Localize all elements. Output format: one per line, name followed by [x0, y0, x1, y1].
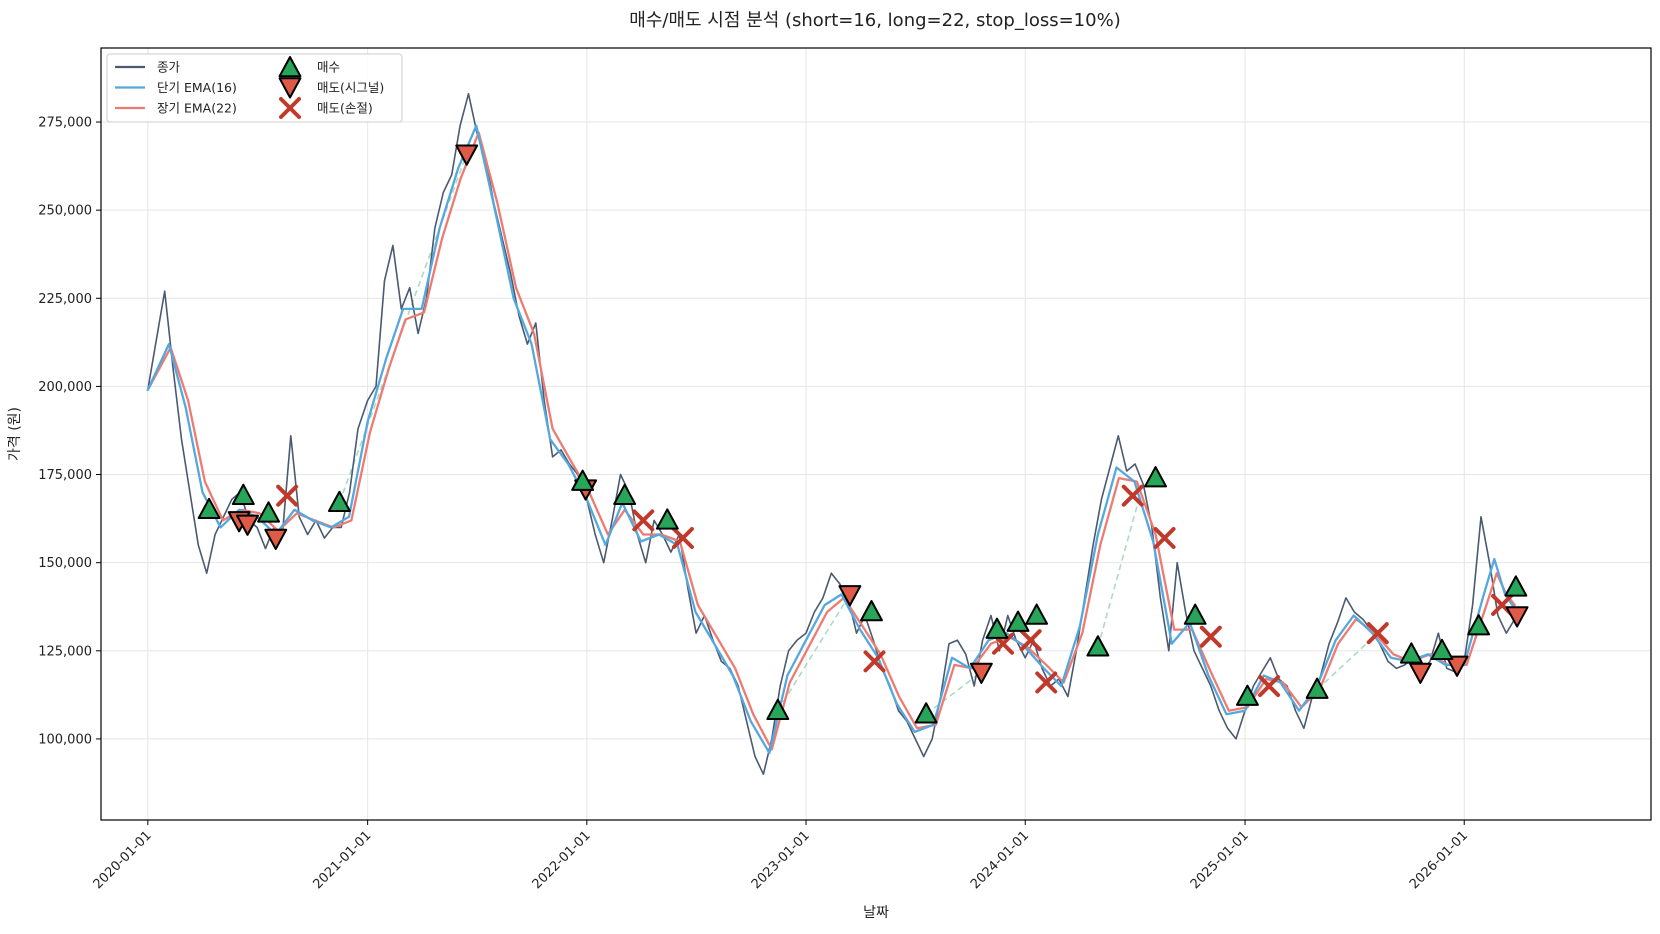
x-tick-label: 2021-01-01	[310, 828, 374, 892]
trade-link	[926, 672, 981, 714]
sell-signal-marker	[1507, 607, 1528, 626]
legend-label: 장기 EMA(22)	[157, 101, 237, 116]
trade-link	[1098, 496, 1140, 648]
close-price-line	[148, 94, 1515, 774]
buy-marker	[861, 601, 882, 620]
legend-label: 종가	[157, 60, 181, 75]
x-tick-label: 2024-01-01	[968, 828, 1032, 892]
sell-signal-marker	[1410, 664, 1431, 683]
buy-marker	[657, 509, 678, 528]
y-axis: 100,000 125,000 150,000 175,000 200,000 225,0…	[38, 116, 101, 748]
x-tick-label: 2025-01-01	[1188, 828, 1252, 892]
buy-marker	[1145, 467, 1166, 486]
legend-label: 매수	[317, 60, 340, 75]
y-axis-label: 가격 (원)	[7, 407, 23, 461]
stop-loss-marker	[634, 511, 652, 529]
buy-marker	[1185, 605, 1206, 624]
y-tick-label: 200,000	[38, 380, 92, 395]
y-tick-label: 150,000	[38, 556, 92, 571]
y-tick-label: 225,000	[38, 292, 92, 307]
x-tick-label: 2020-01-01	[91, 828, 155, 892]
stop-loss-marker	[1202, 628, 1220, 646]
buy-marker	[916, 703, 937, 722]
x-tick-label: 2022-01-01	[530, 828, 594, 892]
y-tick-label: 275,000	[38, 116, 92, 131]
x-axis-label: 날짜	[863, 905, 889, 921]
sell-signal-marker	[456, 146, 477, 165]
buy-marker	[1087, 636, 1108, 655]
ema-long-line	[148, 133, 1515, 750]
buy-marker	[233, 485, 254, 504]
buy-marker	[1026, 605, 1047, 624]
y-tick-label: 125,000	[38, 644, 92, 659]
legend-label: 매도(시그널)	[317, 80, 384, 95]
x-axis: 2020-01-01 2021-01-01 2022-01-01 2023-01-01…	[91, 820, 1471, 892]
chart-title: 매수/매도 시점 분석 (short=16, long=22, stop_los…	[629, 10, 1120, 31]
buy-marker	[1307, 679, 1328, 698]
buy-marker	[258, 502, 279, 521]
x-tick-label: 2026-01-01	[1407, 828, 1471, 892]
stop-loss-marker	[865, 652, 883, 670]
plot-frame	[101, 48, 1651, 820]
stop-loss-marker	[1156, 529, 1174, 547]
buy-marker	[1432, 640, 1453, 659]
y-tick-label: 100,000	[38, 732, 92, 747]
buy-marker	[1401, 643, 1422, 662]
ema-short-line	[148, 126, 1515, 753]
y-tick-label: 250,000	[38, 204, 92, 219]
stop-loss-marker	[674, 529, 692, 547]
sell-signal-marker	[971, 664, 992, 683]
x-tick-label: 2023-01-01	[749, 828, 813, 892]
y-tick-label: 175,000	[38, 468, 92, 483]
stop-loss-marker	[278, 487, 296, 505]
grid	[101, 48, 1651, 820]
legend-label: 매도(손절)	[317, 101, 373, 116]
buy-marker	[1505, 576, 1526, 595]
plot-content	[148, 94, 1528, 774]
legend-label: 단기 EMA(16)	[157, 80, 237, 95]
